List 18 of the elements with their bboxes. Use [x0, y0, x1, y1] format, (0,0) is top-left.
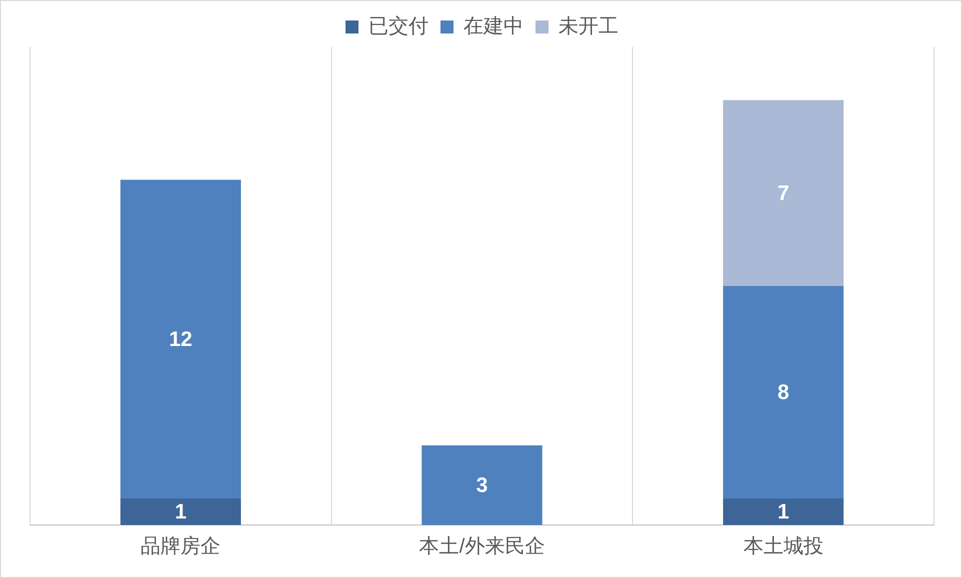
legend-label: 未开工	[558, 16, 618, 38]
data-label: 12	[168, 328, 192, 351]
legend-label: 在建中	[464, 16, 524, 38]
data-label: 1	[777, 500, 790, 524]
bar	[120, 180, 241, 498]
bar	[723, 498, 844, 525]
bar	[723, 286, 844, 498]
bar	[422, 445, 542, 525]
x-tick-label: 本土/外来民企	[419, 536, 545, 558]
data-label: 8	[777, 381, 790, 404]
legend-label: 已交付	[368, 16, 428, 38]
bar	[120, 498, 241, 525]
bar	[723, 100, 844, 286]
data-label: 3	[476, 474, 488, 497]
x-tick-label: 本土城投	[743, 536, 824, 558]
data-label: 7	[777, 182, 790, 205]
x-tick-label: 品牌房企	[140, 536, 221, 558]
data-label: 1	[174, 500, 187, 524]
